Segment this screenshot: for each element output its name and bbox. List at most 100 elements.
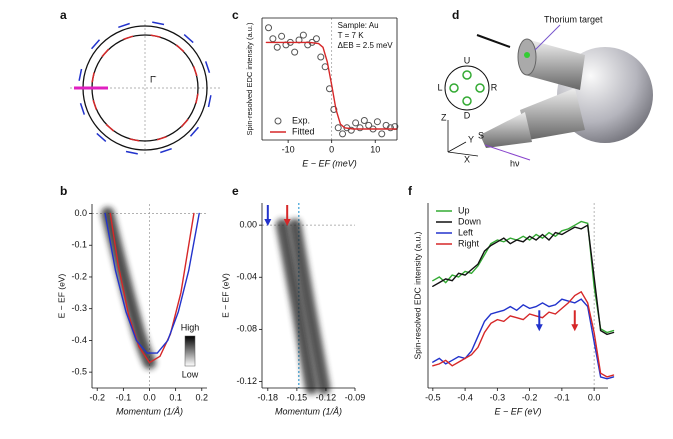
intensity-band [288, 218, 331, 395]
panel-letter: e [232, 184, 239, 198]
data-line [265, 41, 398, 130]
axis-label: Z [441, 112, 447, 122]
lens-cone [480, 112, 532, 148]
target-spot [524, 52, 530, 58]
data-point [386, 124, 394, 132]
data-point [273, 43, 281, 51]
y-tick-label: 0.0 [74, 208, 87, 218]
x-tick-label: 0 [329, 144, 334, 154]
spin-arrow [183, 34, 194, 44]
x-tick-label: -0.3 [490, 392, 506, 402]
spin-arrow [91, 72, 95, 83]
spin-arrow [91, 39, 101, 50]
x-tick-label: -0.12 [316, 392, 337, 402]
legend-label: Down [458, 216, 481, 226]
x-tick-label: -10 [282, 144, 295, 154]
y-tick-label: -0.2 [71, 271, 87, 281]
y-axis-label: Spin-resolved EDC intensity (a.u.) [412, 231, 422, 359]
annotation: Sample: Au [338, 21, 379, 30]
data-line [104, 212, 200, 354]
beam-arrow [476, 34, 511, 48]
intensity-band [275, 218, 318, 395]
x-tick-label: -0.1 [554, 392, 570, 402]
annotation: ΔEB = 2.5 meV [338, 41, 394, 50]
annotation: T = 7 K [338, 31, 365, 40]
spin-arrow [150, 34, 161, 38]
arrow-head [264, 219, 272, 226]
dir-label: R [491, 82, 498, 92]
legend-label: Fitted [292, 126, 315, 136]
data-line [109, 212, 195, 364]
spin-arrow [192, 66, 198, 77]
y-tick-label: 0.00 [239, 220, 257, 230]
spin-arrow [152, 21, 165, 26]
data-point [330, 106, 338, 113]
colorbar-label: High [181, 322, 200, 332]
data-point [269, 35, 277, 43]
data-point [312, 35, 320, 43]
spin-arrow [207, 95, 212, 108]
chart-panel: e -0.18 -0.15 -0.12 -0.09 0.00 -0.04 -0.08 -0.12… [220, 184, 365, 416]
detector [449, 83, 459, 93]
legend-label: Exp. [292, 115, 310, 125]
y-tick-label: -0.04 [236, 272, 257, 282]
x-tick-label: 0.0 [588, 392, 601, 402]
x-tick-label: -0.18 [258, 392, 279, 402]
x-tick-label: 10 [370, 144, 380, 154]
data-point [352, 119, 360, 127]
data-point [360, 116, 368, 124]
chart-panel: b -0.2 -0.1 0.0 0.1 0.2 0.0 -0.1 -0.2 -0.3 -0.4 -0.… [56, 184, 208, 416]
y-tick-label: -0.5 [71, 367, 87, 377]
colorbar-label: Low [182, 369, 199, 379]
legend-marker [274, 117, 282, 125]
spin-arrow [105, 123, 115, 132]
spin-arrow [125, 150, 138, 155]
x-tick-label: 0.0 [143, 392, 156, 402]
axis-y [447, 141, 467, 153]
spin-arrow [180, 118, 189, 128]
spin-arrow [118, 22, 130, 29]
axis-x [447, 151, 479, 157]
data-point [299, 31, 307, 39]
y-tick-label: -0.4 [71, 335, 87, 345]
target-label: Thorium target [544, 14, 603, 24]
sample-label: S [478, 130, 484, 140]
y-tick-label: -0.3 [71, 303, 87, 313]
data-line [432, 224, 615, 336]
chart-panel: f -0.5 -0.4 -0.3 -0.2 -0.1 0.0 E − EF (eV) Spin-… [408, 184, 615, 416]
legend-label: Left [458, 227, 474, 237]
chart-panel: c -10 0 10 E − EF (meV) Spin-resolved EDC int… [232, 8, 399, 168]
detector [462, 96, 472, 106]
data-point [339, 130, 347, 138]
spin-arrow [204, 61, 211, 73]
detector [475, 83, 485, 93]
x-axis-label: Momentum (1/Å) [275, 406, 342, 416]
x-tick-label: 0.2 [196, 392, 209, 402]
y-axis-label: Spin-resolved EDC intensity (a.u.) [245, 22, 254, 135]
panel-d: d Thorium target U L R D Z Y X S hν [437, 8, 653, 168]
panel-a: a Γ̄ [60, 8, 220, 155]
data-line [432, 290, 615, 378]
axis-label: X [464, 154, 470, 164]
data-point [278, 32, 286, 40]
x-tick-label: -0.1 [116, 392, 132, 402]
spin-arrow [129, 138, 140, 142]
y-tick-label: -0.12 [236, 376, 257, 386]
target-arm [525, 40, 585, 90]
panel-letter: a [60, 8, 67, 22]
data-point [378, 130, 386, 138]
panel-letter: c [232, 8, 239, 22]
detector-ring [444, 65, 490, 111]
panel-letter: f [408, 184, 413, 198]
x-tick-label: 0.1 [169, 392, 182, 402]
x-tick-label: -0.2 [89, 392, 105, 402]
spin-arrow [96, 132, 107, 142]
spin-arrow [160, 147, 172, 154]
arrow-head [571, 324, 579, 332]
spin-arrow [101, 48, 110, 58]
x-axis-label: Momentum (1/Å) [116, 406, 183, 416]
data-point [347, 126, 355, 134]
spin-arrow [79, 103, 86, 115]
dir-label: L [437, 82, 442, 92]
